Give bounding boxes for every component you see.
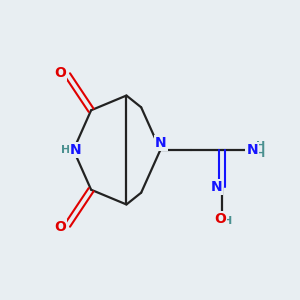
Text: N: N [155,136,167,150]
Text: H: H [224,216,233,226]
Text: H: H [61,145,71,155]
Text: N: N [70,143,82,157]
Text: N: N [246,143,258,157]
Text: O: O [54,220,66,234]
Text: N: N [210,180,222,194]
Text: O: O [54,66,66,80]
Text: O: O [214,212,226,226]
Text: H: H [256,141,265,151]
Text: H: H [256,149,265,159]
